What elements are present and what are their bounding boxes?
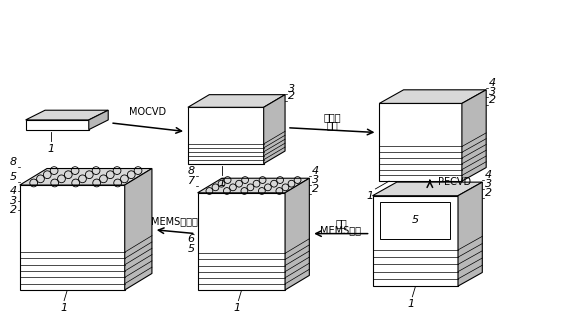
Text: 1: 1 bbox=[47, 144, 55, 154]
Text: 电子束: 电子束 bbox=[323, 112, 341, 122]
Polygon shape bbox=[373, 196, 458, 286]
Text: 3: 3 bbox=[485, 179, 492, 189]
Text: 3: 3 bbox=[288, 84, 295, 94]
Polygon shape bbox=[89, 110, 108, 130]
Polygon shape bbox=[263, 95, 285, 164]
Polygon shape bbox=[125, 169, 152, 290]
Text: 4: 4 bbox=[489, 78, 497, 88]
Polygon shape bbox=[188, 107, 263, 164]
Polygon shape bbox=[197, 193, 285, 290]
Text: MEMS工艺: MEMS工艺 bbox=[320, 226, 362, 236]
Text: 2: 2 bbox=[10, 205, 17, 215]
Polygon shape bbox=[458, 182, 482, 286]
Polygon shape bbox=[20, 185, 125, 290]
Polygon shape bbox=[197, 178, 309, 193]
Polygon shape bbox=[381, 202, 450, 239]
Text: 4: 4 bbox=[485, 170, 492, 180]
Text: 3: 3 bbox=[489, 87, 497, 97]
Text: 5: 5 bbox=[412, 215, 419, 225]
Text: MOCVD: MOCVD bbox=[130, 107, 166, 117]
Text: 1: 1 bbox=[219, 178, 226, 188]
Text: 2: 2 bbox=[312, 184, 319, 194]
Text: 4: 4 bbox=[10, 186, 17, 196]
Polygon shape bbox=[373, 182, 482, 196]
Text: MEMS完成后: MEMS完成后 bbox=[152, 216, 198, 226]
Text: 6: 6 bbox=[188, 234, 195, 244]
Text: 3: 3 bbox=[312, 175, 319, 185]
Polygon shape bbox=[188, 95, 285, 107]
Text: 3: 3 bbox=[10, 196, 17, 206]
Text: 5: 5 bbox=[10, 172, 17, 182]
Text: 8: 8 bbox=[10, 157, 17, 167]
Text: 2: 2 bbox=[288, 91, 295, 101]
Polygon shape bbox=[26, 120, 89, 130]
Text: 1: 1 bbox=[60, 303, 68, 312]
Text: 1: 1 bbox=[366, 191, 374, 201]
Text: 4: 4 bbox=[312, 166, 319, 176]
Polygon shape bbox=[26, 110, 108, 120]
Text: 蒸发: 蒸发 bbox=[326, 120, 338, 130]
Text: 标准: 标准 bbox=[335, 218, 347, 228]
Text: 1: 1 bbox=[408, 299, 415, 309]
Polygon shape bbox=[20, 169, 152, 185]
Text: 5: 5 bbox=[188, 244, 195, 254]
Text: 7: 7 bbox=[188, 176, 195, 186]
Polygon shape bbox=[379, 90, 486, 103]
Polygon shape bbox=[462, 90, 486, 181]
Text: 2: 2 bbox=[489, 95, 497, 105]
Text: 8: 8 bbox=[188, 166, 195, 176]
Text: 2: 2 bbox=[485, 188, 492, 198]
Text: 1: 1 bbox=[234, 303, 241, 312]
Polygon shape bbox=[379, 103, 462, 181]
Text: PECVD: PECVD bbox=[437, 177, 471, 186]
Polygon shape bbox=[285, 178, 309, 290]
